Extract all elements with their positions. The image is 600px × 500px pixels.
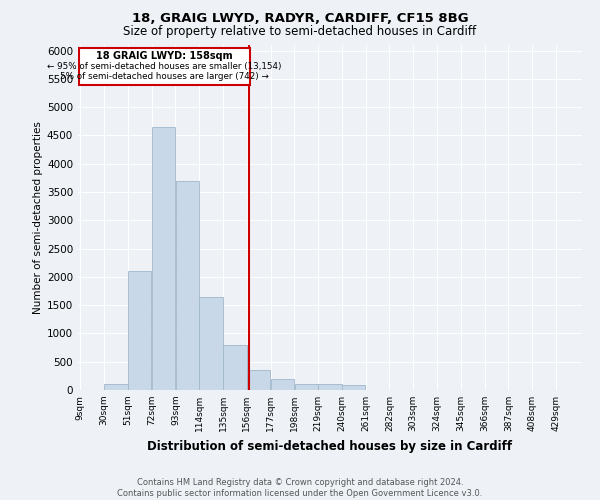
Bar xyxy=(199,296,223,390)
X-axis label: Distribution of semi-detached houses by size in Cardiff: Distribution of semi-detached houses by … xyxy=(148,440,512,452)
Text: 5% of semi-detached houses are larger (742) →: 5% of semi-detached houses are larger (7… xyxy=(60,72,269,80)
Bar xyxy=(104,384,128,390)
Text: ← 95% of semi-detached houses are smaller (13,154): ← 95% of semi-detached houses are smalle… xyxy=(47,62,281,71)
Bar xyxy=(295,384,318,390)
Bar xyxy=(342,386,365,390)
Y-axis label: Number of semi-detached properties: Number of semi-detached properties xyxy=(33,121,43,314)
Bar xyxy=(128,271,151,390)
Bar xyxy=(176,180,199,390)
Bar xyxy=(79,48,250,84)
Bar xyxy=(319,384,341,390)
Bar xyxy=(271,378,294,390)
Bar xyxy=(152,127,175,390)
Text: 18 GRAIG LWYD: 158sqm: 18 GRAIG LWYD: 158sqm xyxy=(96,51,233,61)
Text: Size of property relative to semi-detached houses in Cardiff: Size of property relative to semi-detach… xyxy=(124,25,476,38)
Text: 18, GRAIG LWYD, RADYR, CARDIFF, CF15 8BG: 18, GRAIG LWYD, RADYR, CARDIFF, CF15 8BG xyxy=(131,12,469,26)
Bar xyxy=(247,370,271,390)
Bar xyxy=(223,345,247,390)
Text: Contains HM Land Registry data © Crown copyright and database right 2024.
Contai: Contains HM Land Registry data © Crown c… xyxy=(118,478,482,498)
